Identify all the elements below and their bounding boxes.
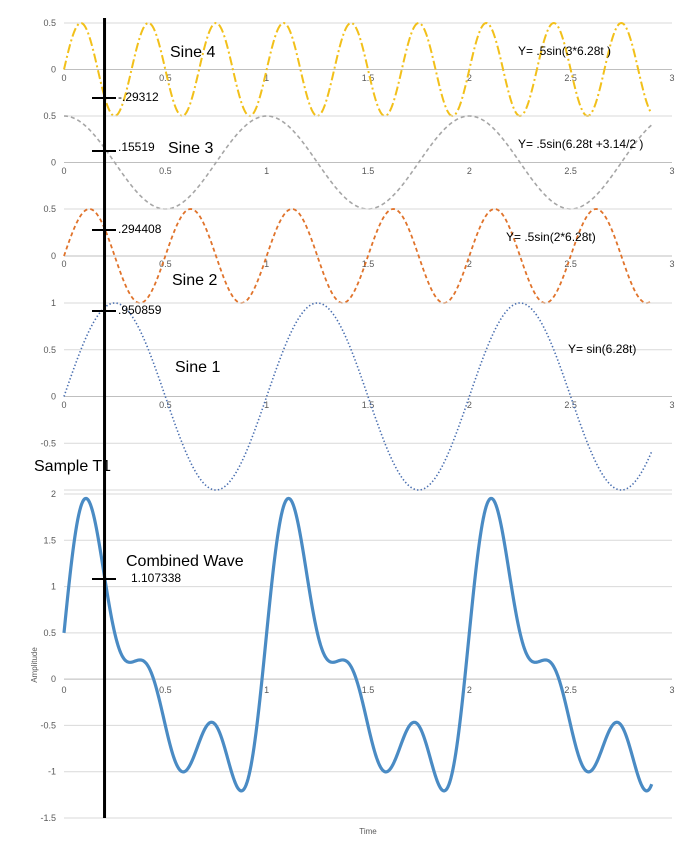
y-tick-label: -0.5 bbox=[40, 438, 56, 448]
y-tick-label: 0 bbox=[51, 65, 56, 75]
y-tick-labels: 0.50 bbox=[43, 204, 56, 261]
chart-sine-1: 1 0.5 0 -0.5 0 0.5 1 1.5 2 2.5 3 Sine 1 Y= sin(6.… bbox=[40, 298, 675, 491]
sine-4-line bbox=[63, 21, 653, 118]
x-axis-title: Time bbox=[359, 827, 377, 836]
x-tick-labels: 0 0.5 1 1.5 2 2.5 3 bbox=[61, 685, 674, 695]
sine-2-equation: Y= .5sin(2*6.28t) bbox=[506, 230, 596, 244]
x-tick-label: 2.5 bbox=[564, 685, 577, 695]
x-tick-label: 1 bbox=[264, 73, 269, 83]
x-tick-label: 2.5 bbox=[564, 73, 577, 83]
y-tick-label: 0 bbox=[51, 674, 56, 684]
x-tick-label: 1.5 bbox=[362, 259, 375, 269]
x-tick-label: 1.5 bbox=[362, 73, 375, 83]
x-tick-label: 0 bbox=[61, 73, 66, 83]
x-tick-label: 3 bbox=[669, 73, 674, 83]
sine-4-label: Sine 4 bbox=[170, 44, 215, 61]
x-tick-labels: 0 0.5 1 1.5 2 2.5 3 bbox=[61, 400, 674, 410]
y-tick-label: 0.5 bbox=[43, 628, 56, 638]
x-tick-label: 0.5 bbox=[159, 73, 172, 83]
y-tick-label: 1 bbox=[51, 582, 56, 592]
x-tick-label: 1 bbox=[264, 400, 269, 410]
combined-wave-line bbox=[62, 496, 654, 793]
x-tick-label: 3 bbox=[669, 259, 674, 269]
y-tick-label: 2 bbox=[51, 489, 56, 499]
x-tick-label: 0 bbox=[61, 685, 66, 695]
y-tick-label: -0.5 bbox=[40, 720, 56, 730]
sine-1-label: Sine 1 bbox=[175, 359, 220, 376]
y-axis-title: Amplitude bbox=[30, 647, 39, 683]
x-tick-label: 0 bbox=[61, 166, 66, 176]
combined-sample-value: 1.107338 bbox=[131, 571, 181, 585]
x-tick-label: 2 bbox=[467, 400, 472, 410]
x-tick-label: 0 bbox=[61, 259, 66, 269]
x-tick-label: 2 bbox=[467, 259, 472, 269]
x-tick-labels: 0 0.5 1 1.5 2 2.5 3 bbox=[61, 259, 674, 269]
y-tick-labels: 0.50 bbox=[43, 111, 56, 168]
sample-label: Sample T1 bbox=[34, 458, 111, 475]
x-tick-label: 2.5 bbox=[564, 166, 577, 176]
y-tick-label: 0.5 bbox=[43, 18, 56, 28]
x-tick-labels: 0 0.5 1 1.5 2 2.5 3 bbox=[61, 73, 674, 83]
x-tick-label: 2 bbox=[467, 166, 472, 176]
y-tick-label: -1.5 bbox=[40, 813, 56, 823]
combined-wave-label: Combined Wave bbox=[126, 553, 244, 570]
sine-2-label: Sine 2 bbox=[172, 272, 217, 289]
y-tick-label: 0 bbox=[51, 251, 56, 261]
x-tick-label: 1 bbox=[264, 166, 269, 176]
y-tick-label: 0 bbox=[51, 158, 56, 168]
x-tick-label: 2.5 bbox=[564, 400, 577, 410]
x-tick-label: 0.5 bbox=[159, 685, 172, 695]
sine-2-line bbox=[63, 208, 653, 304]
chart-sine-3: 0.50 0 0.5 1 1.5 2 2.5 3 Sine 3 Y= .5sin(6.28t… bbox=[43, 111, 675, 210]
x-tick-label: 1 bbox=[264, 685, 269, 695]
x-tick-label: 1 bbox=[264, 259, 269, 269]
x-tick-label: 2 bbox=[467, 73, 472, 83]
y-tick-labels: 2 1.5 1 0.5 0 -0.5 -1 -1.5 bbox=[40, 489, 56, 823]
sine-1-line bbox=[63, 302, 653, 491]
y-tick-label: 1.5 bbox=[43, 535, 56, 545]
sine-3-sample-value: .15519 bbox=[118, 140, 155, 154]
x-tick-label: 3 bbox=[669, 685, 674, 695]
x-tick-label: 3 bbox=[669, 166, 674, 176]
x-tick-label: 0.5 bbox=[159, 259, 172, 269]
y-tick-labels: 0.50 bbox=[43, 18, 56, 75]
x-tick-label: 1.5 bbox=[362, 400, 375, 410]
y-tick-label: 0.5 bbox=[43, 111, 56, 121]
y-tick-label: -1 bbox=[48, 767, 56, 777]
sine-3-equation: Y= .5sin(6.28t +3.14/2 ) bbox=[518, 137, 643, 151]
y-tick-labels: 1 0.5 0 -0.5 bbox=[40, 298, 56, 448]
chart-sine-2: 0.50 0 0.5 1 1.5 2 2.5 3 Sine 2 Y= .5sin(2*6.2… bbox=[43, 204, 675, 304]
x-tick-label: 2 bbox=[467, 685, 472, 695]
x-tick-label: 2.5 bbox=[564, 259, 577, 269]
sine-1-equation: Y= sin(6.28t) bbox=[568, 342, 636, 356]
sine-3-line bbox=[63, 115, 653, 210]
sine-1-sample-value: .950859 bbox=[118, 303, 162, 317]
sine-3-label: Sine 3 bbox=[168, 140, 213, 157]
y-tick-label: 0.5 bbox=[43, 204, 56, 214]
x-tick-label: 1.5 bbox=[362, 685, 375, 695]
x-tick-label: 1.5 bbox=[362, 166, 375, 176]
y-tick-label: 1 bbox=[51, 298, 56, 308]
x-tick-label: 0.5 bbox=[159, 400, 172, 410]
y-tick-label: 0.5 bbox=[43, 345, 56, 355]
sine-4-equation: Y= .5sin(3*6.28t ) bbox=[518, 44, 611, 58]
sine-2-sample-value: .294408 bbox=[118, 222, 162, 236]
chart-combined-wave: 2 1.5 1 0.5 0 -0.5 -1 -1.5 0 0.5 1 1.5 2 2.5 3 Combin… bbox=[30, 489, 675, 836]
x-tick-label: 0.5 bbox=[159, 166, 172, 176]
x-tick-label: 3 bbox=[669, 400, 674, 410]
sine-4-sample-value: -.29312 bbox=[118, 90, 159, 104]
x-tick-labels: 0 0.5 1 1.5 2 2.5 3 bbox=[61, 166, 674, 176]
chart-sine-4: 0.50 0 0.5 1 1.5 2 2.5 3 Sine 4 Y= .5sin(3*6.2… bbox=[43, 18, 675, 118]
x-tick-label: 0 bbox=[61, 400, 66, 410]
y-tick-label: 0 bbox=[51, 392, 56, 402]
